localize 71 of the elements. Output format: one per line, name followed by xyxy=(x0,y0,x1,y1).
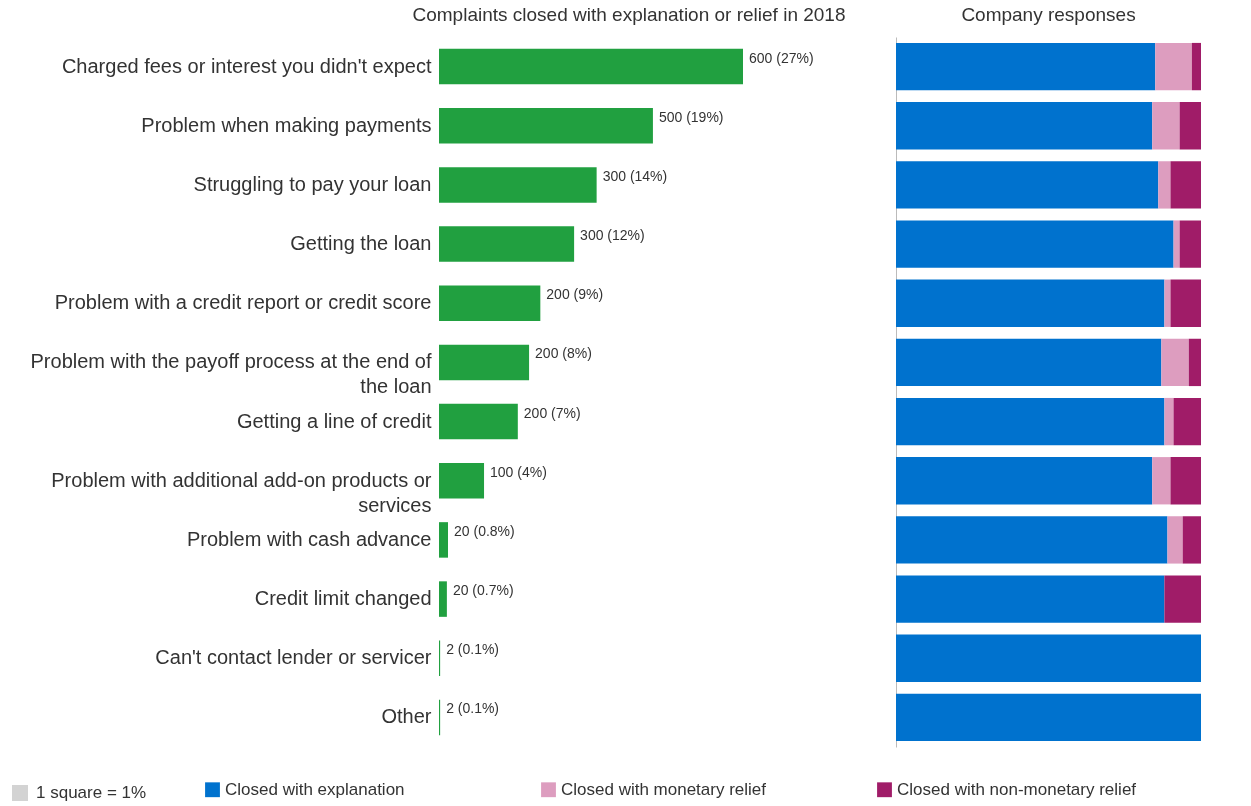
data-label: 300 (14%) xyxy=(602,167,668,184)
y-tick-label: Getting a line of credit xyxy=(236,409,432,432)
bar xyxy=(439,48,743,85)
legend-label: Closed with monetary relief xyxy=(561,779,767,799)
bar xyxy=(896,42,1156,91)
bar xyxy=(896,575,1165,623)
bar xyxy=(896,279,1165,327)
data-label: 300 (12%) xyxy=(580,227,645,244)
y-tick-label: Credit limit changed xyxy=(254,587,432,610)
bar xyxy=(896,102,1153,150)
bar xyxy=(1191,42,1201,91)
bar xyxy=(1152,457,1171,505)
legend-label: Closed with non-monetary relief xyxy=(897,779,1137,799)
bar xyxy=(1167,516,1183,564)
data-label: 20 (0.8%) xyxy=(454,522,515,539)
legend-label: Closed with explanation xyxy=(225,779,405,799)
bar xyxy=(896,457,1153,505)
data-label: 2 (0.1%) xyxy=(446,700,500,717)
bar xyxy=(1164,279,1171,327)
bar xyxy=(896,338,1162,387)
data-label: 600 (27%) xyxy=(749,49,814,66)
y-tick-label: Problem with cash advance xyxy=(186,527,432,550)
bar xyxy=(896,634,1201,682)
bar xyxy=(1173,397,1201,446)
y-tick-label: Charged fees or interest you didn't expect xyxy=(61,54,432,77)
data-label: 20 (0.7%) xyxy=(452,582,514,599)
y-tick-label: Problem when making payments xyxy=(141,113,432,136)
data-label: 100 (4%) xyxy=(490,463,547,480)
data-label: 200 (8%) xyxy=(535,345,592,362)
bar xyxy=(1161,338,1189,387)
bar xyxy=(439,285,541,321)
bar xyxy=(439,226,575,262)
bar xyxy=(439,403,518,440)
y-tick-label: Struggling to pay your loan xyxy=(193,172,432,195)
bar xyxy=(1173,220,1180,268)
bar xyxy=(1155,42,1192,91)
bar xyxy=(896,397,1165,446)
text: 1 square = 1% xyxy=(36,783,147,803)
bar xyxy=(439,581,447,617)
y-tick-label: Problem with additional add-on products or services xyxy=(51,468,432,516)
data-label: 200 (7%) xyxy=(523,404,581,421)
data-label: 500 (19%) xyxy=(658,108,724,125)
bar xyxy=(896,161,1159,209)
bar xyxy=(439,167,597,203)
bar xyxy=(1170,457,1201,505)
bar xyxy=(896,693,1201,742)
bar xyxy=(1179,220,1201,268)
bar xyxy=(1164,575,1201,623)
bar xyxy=(1158,161,1171,209)
y-tick-label: Can't contact lender or servicer xyxy=(155,646,432,669)
chart-title: Complaints closed with explanation or relief in 2018 xyxy=(412,4,846,25)
bar xyxy=(439,522,449,558)
bar xyxy=(896,220,1174,268)
bar xyxy=(896,516,1168,564)
y-tick-label: Problem with the payoff process at the end of the loan xyxy=(30,350,432,398)
data-label: 2 (0.1%) xyxy=(446,641,500,658)
bar xyxy=(1152,102,1180,150)
bar xyxy=(1182,516,1201,564)
bar xyxy=(439,344,530,381)
y-tick-label: Getting the loan xyxy=(290,232,432,255)
bar xyxy=(1170,161,1201,209)
chart-title: Company responses xyxy=(961,4,1136,25)
y-tick-label: Other xyxy=(381,705,432,728)
data-label: 200 (9%) xyxy=(546,286,604,303)
y-tick-label: Problem with a credit report or credit score xyxy=(54,291,432,314)
bar xyxy=(439,108,653,144)
bar xyxy=(1164,397,1174,446)
bar xyxy=(1170,279,1201,327)
bar xyxy=(1188,338,1201,387)
bar xyxy=(439,463,485,499)
bar xyxy=(1179,102,1201,150)
